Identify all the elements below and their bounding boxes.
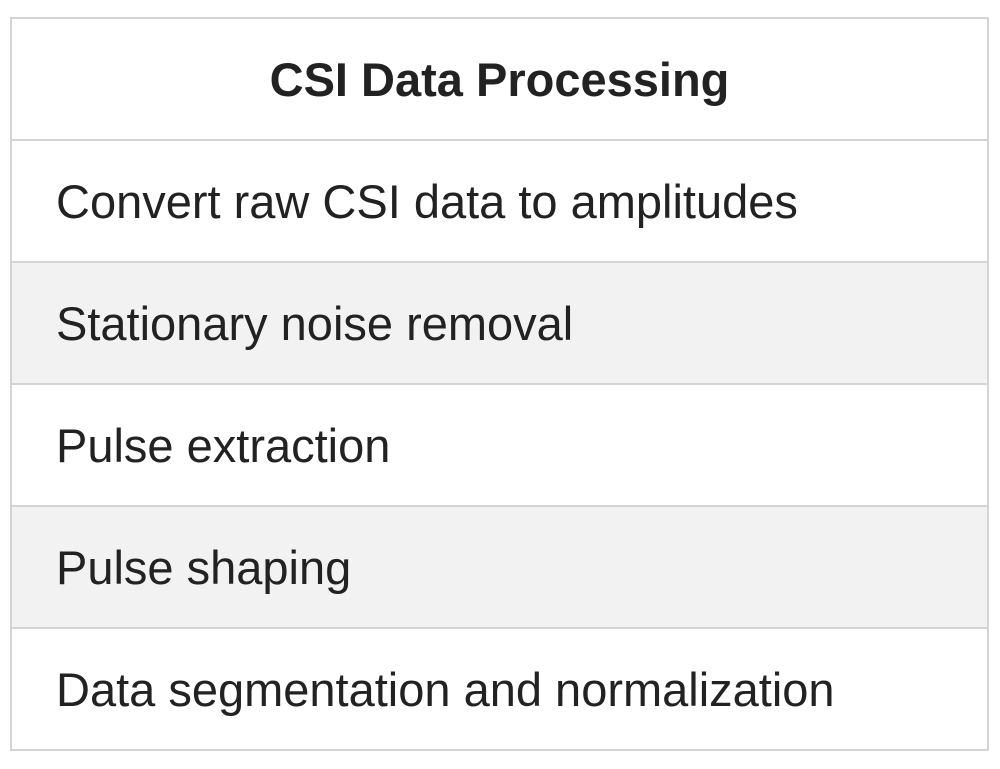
header-row: CSI Data Processing [10, 17, 989, 141]
table-row: Convert raw CSI data to amplitudes [10, 139, 989, 263]
table-body: Convert raw CSI data to amplitudes Statio… [10, 139, 989, 751]
table-row: Data segmentation and normalization [10, 627, 989, 751]
table-head: CSI Data Processing [10, 17, 989, 141]
table-cell: Stationary noise removal [10, 261, 989, 385]
table-cell: Pulse shaping [10, 505, 989, 629]
table-row: Stationary noise removal [10, 261, 989, 385]
table-row: Pulse shaping [10, 505, 989, 629]
table-row: Pulse extraction [10, 383, 989, 507]
table-cell: Convert raw CSI data to amplitudes [10, 139, 989, 263]
table-container: CSI Data Processing Convert raw CSI data… [10, 17, 989, 751]
table: CSI Data Processing Convert raw CSI data… [10, 17, 989, 751]
header-cell: CSI Data Processing [10, 17, 989, 141]
table-cell: Pulse extraction [10, 383, 989, 507]
table-cell: Data segmentation and normalization [10, 627, 989, 751]
